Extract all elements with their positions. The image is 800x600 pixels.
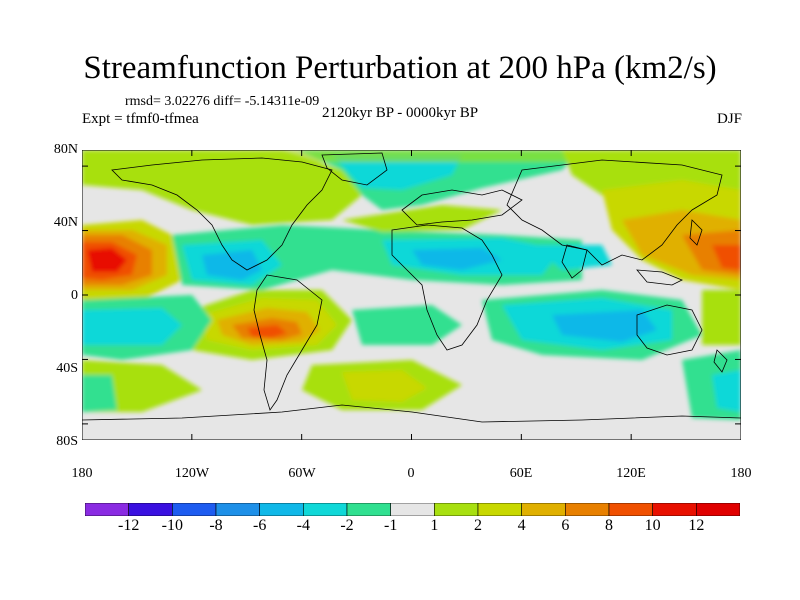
coast-india [561, 244, 588, 279]
colorbar-label: -1 [383, 517, 398, 534]
streamfunction-map [82, 150, 741, 440]
field-lightblue-south-pac [82, 308, 182, 345]
colorbar-label: 4 [517, 517, 526, 534]
colorbar-label: 10 [644, 517, 661, 534]
colorbar-label: -4 [296, 517, 310, 534]
stats-text: rmsd= 3.02276 diff= -5.14311e-09 [125, 94, 320, 109]
colorbar-label: -2 [340, 517, 354, 534]
lat-label-40n: 40N [53, 215, 78, 230]
field-lightblue-south-east [712, 370, 741, 412]
coastlines [82, 152, 741, 423]
contour-fields [82, 150, 741, 420]
field-blue-north-atl [332, 155, 462, 190]
coast-europe [401, 189, 523, 226]
lat-label-80s: 80S [56, 434, 78, 449]
field-yellow-south-atl [342, 370, 427, 402]
coast-australia [636, 304, 703, 356]
experiment-label: Expt = tfmf0-tfmea [82, 111, 199, 127]
colorbar-swatch [477, 503, 522, 516]
colorbar-label: 2 [474, 517, 482, 534]
coast-indonesia [636, 269, 683, 286]
colorbar-label: 6 [561, 517, 570, 534]
field-blue-africa [412, 248, 502, 270]
colorbar-swatch [652, 503, 697, 516]
colorbar-swatch [85, 503, 129, 516]
plot-title: Streamfunction Perturbation at 200 hPa (… [83, 50, 717, 86]
coast-japan [689, 219, 703, 246]
field-red-asia [712, 245, 741, 270]
lon-label-60e: 60E [509, 466, 533, 481]
field-deepred-pacific [87, 248, 127, 272]
field-green-north-1 [82, 150, 362, 225]
colorbar-swatch [390, 503, 435, 516]
field-cyan-south-west [82, 375, 117, 412]
lon-label-60w: 60W [288, 466, 316, 481]
field-green-east-pacific [702, 290, 741, 345]
lon-label-180w: 180 [71, 466, 93, 481]
field-lightblue-india [532, 245, 612, 270]
coast-asia [506, 159, 723, 266]
lat-label-40s: 40S [56, 361, 78, 376]
colorbar-label: -8 [209, 517, 223, 534]
period-label: 2120kyr BP - 0000kyr BP [322, 105, 479, 121]
colorbar-label: -12 [117, 517, 140, 534]
field-green-atl-north [342, 205, 502, 232]
colorbar-swatch [696, 503, 740, 516]
lon-label-0: 0 [407, 466, 415, 481]
coast-africa [391, 224, 503, 351]
field-blue-tropics [202, 250, 262, 280]
coast-north-america [111, 157, 333, 271]
colorbar-swatch [565, 503, 610, 516]
colorbar-swatch [128, 503, 173, 516]
colorbar-label: -10 [161, 517, 183, 534]
colorbar-label: 12 [688, 517, 705, 534]
colorbar-swatch [434, 503, 479, 516]
field-blue-indian [552, 310, 657, 342]
season-label: DJF [716, 111, 742, 127]
colorbar-swatch [259, 503, 304, 516]
field-red-sa [247, 325, 287, 338]
colorbar-swatch [346, 503, 391, 516]
coast-new-zealand [713, 349, 728, 373]
coast-greenland [321, 152, 388, 186]
colorbar-label: -6 [252, 517, 267, 534]
lon-label-180e: 180 [730, 466, 752, 481]
lon-label-120e: 120E [616, 466, 646, 481]
colorbar-swatch [303, 503, 348, 516]
axis-ticks [82, 150, 741, 440]
colorbar-swatch [172, 503, 217, 516]
coast-antarctica [82, 404, 741, 423]
field-cyan-south-atl [352, 305, 462, 345]
colorbar-label: 1 [430, 517, 439, 534]
lon-label-120w: 120W [174, 466, 210, 481]
colorbar [85, 503, 740, 516]
colorbar-label: 8 [605, 517, 613, 534]
coast-south-america [253, 274, 323, 411]
colorbar-swatch [521, 503, 566, 516]
colorbar-swatch [215, 503, 260, 516]
colorbar-swatch [608, 503, 653, 516]
lat-label-0: 0 [71, 288, 78, 303]
lat-label-80n: 80N [53, 142, 78, 157]
